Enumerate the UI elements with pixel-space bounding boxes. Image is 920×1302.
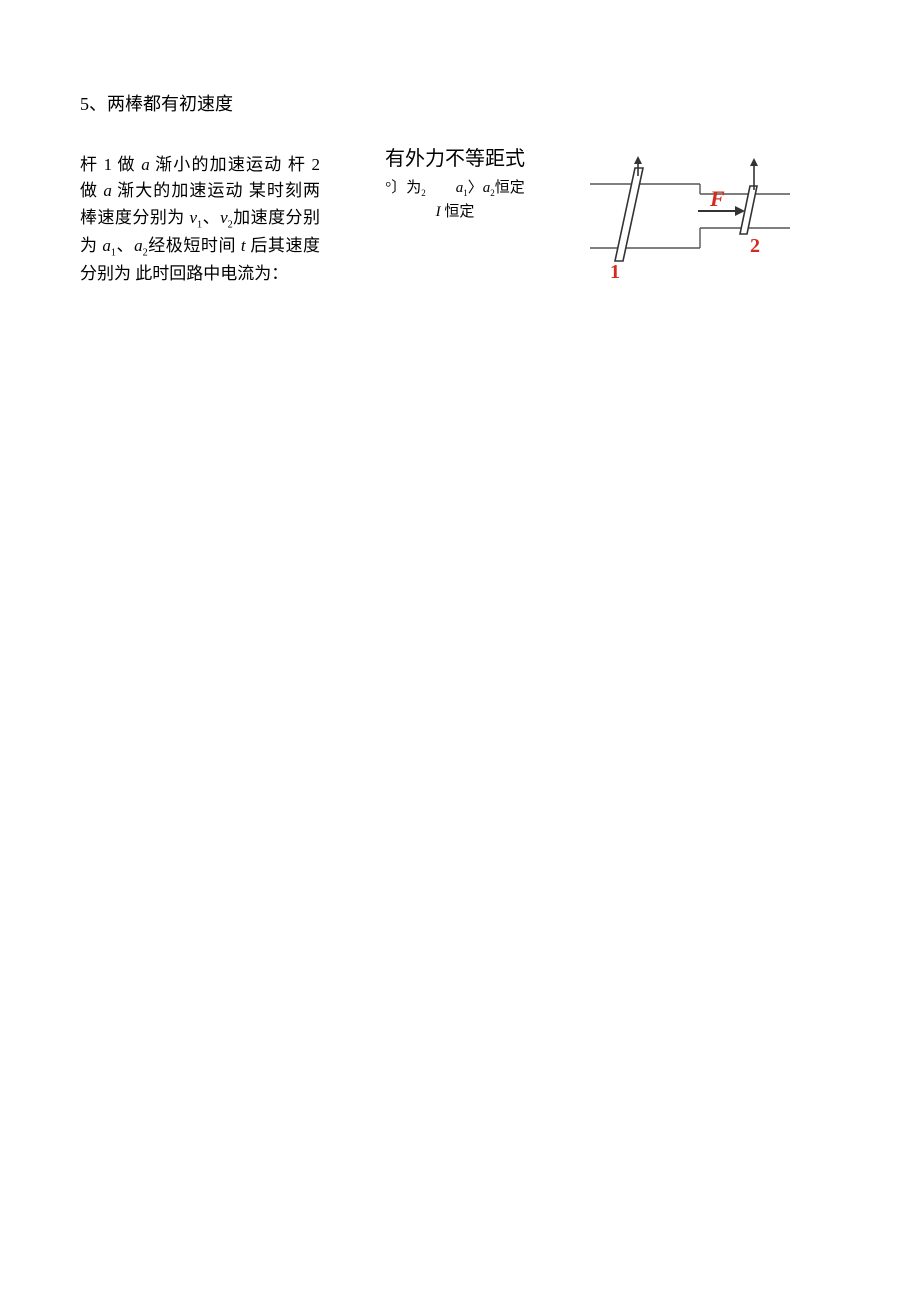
diagram-container: F 1 2: [590, 156, 790, 286]
mid-column: 有外力不等距式 °〕为2 a1〉a2恒定 I 恒定: [360, 142, 550, 223]
var-v1: v1: [189, 208, 202, 227]
text: 恒定: [441, 204, 475, 220]
spacer: [426, 180, 456, 196]
var-a1: a1: [456, 180, 468, 196]
mid-title: 有外力不等距式: [360, 142, 550, 171]
label-F: F: [709, 186, 725, 211]
var-a2: a2: [134, 236, 148, 255]
label-1: 1: [610, 261, 620, 283]
var-v2: v2: [220, 208, 233, 227]
text: 经极短时间: [148, 236, 241, 255]
mid-line-1: °〕为2 a1〉a2恒定: [360, 177, 550, 201]
text: 、: [202, 208, 220, 227]
label-2: 2: [750, 235, 760, 257]
var-a2: a2: [483, 180, 495, 196]
var-a1: a1: [102, 236, 116, 255]
arrow-v2-head: [750, 158, 758, 166]
text: 杆 1 做: [80, 155, 141, 174]
content-row: 杆 1 做 a 渐小的加速运动 杆 2 做 a 渐大的加速运动 某时刻两棒速度分…: [80, 152, 840, 287]
var-a: a: [141, 155, 150, 174]
gt: 〉: [468, 180, 483, 196]
text: 恒定: [495, 180, 525, 196]
left-paragraph: 杆 1 做 a 渐小的加速运动 杆 2 做 a 渐大的加速运动 某时刻两棒速度分…: [80, 152, 320, 287]
rod-1: [615, 168, 643, 261]
arrow-v1-head: [634, 156, 642, 164]
text: °〕为: [385, 180, 421, 196]
text: 、: [116, 236, 134, 255]
section-heading: 5、两棒都有初速度: [80, 90, 840, 116]
mid-line-2: I 恒定: [360, 201, 550, 224]
var-a: a: [103, 181, 112, 200]
rails-diagram: F 1 2: [590, 156, 790, 286]
